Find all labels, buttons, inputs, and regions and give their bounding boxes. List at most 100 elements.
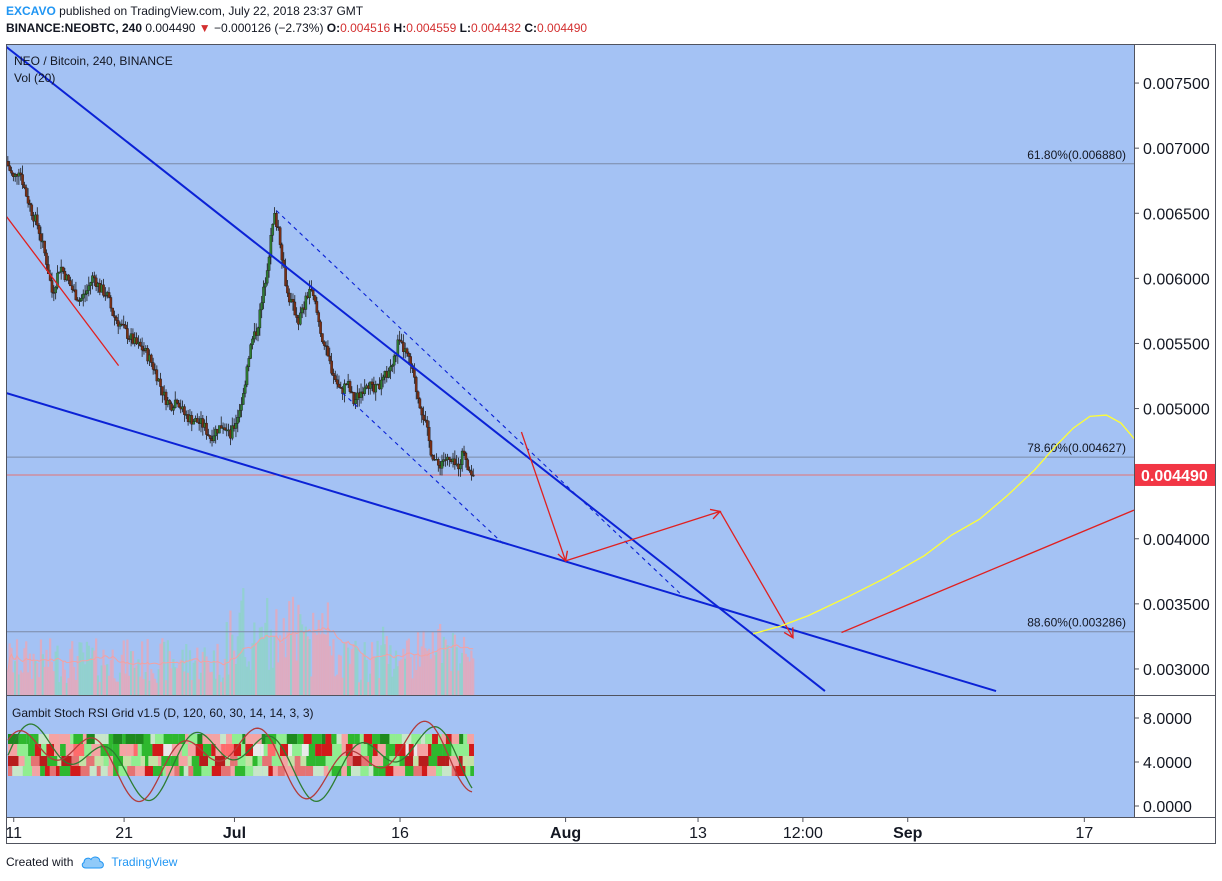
volume-bar <box>385 636 388 695</box>
main-pane-background[interactable] <box>6 44 1134 695</box>
candle <box>337 375 341 389</box>
volume-bar <box>354 640 357 695</box>
candle-body <box>175 399 179 404</box>
candle-body <box>249 344 252 359</box>
volume-bar <box>174 667 177 695</box>
candle-body <box>113 315 116 318</box>
volume-bar <box>343 643 346 695</box>
volume-bar <box>302 631 306 695</box>
chart-canvas[interactable]: 61.80%(0.006880) 78.60%(0.004627) 88.60%(0… <box>0 0 1222 850</box>
candle-body <box>354 399 357 405</box>
volume-bar <box>166 640 169 695</box>
volume-bar <box>74 679 78 695</box>
candle <box>300 304 304 319</box>
candle-body <box>109 297 113 309</box>
volume-bar <box>297 604 300 695</box>
stoch-grid-cell <box>40 766 45 776</box>
volume-bar <box>393 668 396 695</box>
candle <box>311 289 315 301</box>
volume-bar <box>199 672 203 695</box>
stoch-grid-cell <box>347 734 355 744</box>
candle-body <box>47 264 50 275</box>
stoch-grid-cell <box>178 756 188 766</box>
volume-bar <box>120 654 123 695</box>
candle-body <box>379 379 383 390</box>
candle-body <box>389 366 392 372</box>
candle <box>332 368 335 384</box>
last-price-value: 0.004490 <box>145 21 196 35</box>
close-value: 0.004490 <box>537 21 588 35</box>
candle-body <box>462 450 466 454</box>
candle <box>436 457 440 472</box>
volume-bar <box>98 682 101 695</box>
candle-body <box>275 213 278 228</box>
candle-body <box>295 314 298 318</box>
stoch-grid-cell <box>221 744 226 756</box>
volume-bar <box>291 596 295 695</box>
candle <box>398 330 401 345</box>
volume-bar <box>23 648 26 695</box>
candle-body <box>402 342 405 352</box>
volume-bar <box>416 632 420 695</box>
candle-body <box>400 340 403 343</box>
stoch-grid-cell <box>323 766 329 776</box>
volume-bar <box>236 636 239 695</box>
candle <box>140 337 144 357</box>
time-tick-label: 21 <box>115 825 133 842</box>
volume-bar <box>72 666 76 695</box>
volume-bar <box>115 681 118 695</box>
volume-bar <box>389 645 392 695</box>
stoch-grid-cell <box>38 734 49 744</box>
candle <box>196 413 199 423</box>
chart-frame <box>6 44 1216 844</box>
stoch-grid-cell <box>208 756 215 766</box>
candle <box>67 274 70 285</box>
stoch-grid-cell <box>127 766 136 776</box>
volume-bar <box>457 670 460 695</box>
author-name[interactable]: EXCAVO <box>6 4 56 18</box>
stoch-grid-cell <box>411 734 421 744</box>
stoch-grid-cell <box>372 734 381 744</box>
candle <box>251 335 254 350</box>
last-price-tag <box>1134 463 1216 486</box>
price-axis-background[interactable] <box>1134 44 1216 818</box>
candle <box>91 272 94 290</box>
candle <box>61 266 65 274</box>
candle <box>234 414 238 438</box>
candle-body <box>21 174 24 186</box>
candle-body <box>111 307 114 316</box>
stoch-grid-cell <box>89 766 97 776</box>
volume-bar <box>306 636 309 695</box>
stoch-grid-cell <box>34 744 42 756</box>
candle <box>381 374 385 388</box>
tradingview-cloud-icon[interactable] <box>81 855 105 869</box>
candle <box>168 399 172 410</box>
candle <box>28 199 32 212</box>
candle-body <box>70 285 74 290</box>
volume-bar <box>370 642 374 695</box>
volume-bar <box>102 649 105 695</box>
stoch-grid-cell <box>301 744 309 756</box>
stoch-grid-cell <box>413 756 419 766</box>
red-projection-rise <box>565 508 722 562</box>
volume-bar <box>26 672 30 695</box>
volume-bar <box>36 663 39 695</box>
candle <box>359 383 363 404</box>
candle <box>80 294 83 302</box>
candle-body <box>422 414 425 421</box>
stoch-grid-cell <box>462 756 469 766</box>
volume-bar <box>242 588 245 695</box>
candle-body <box>271 224 275 236</box>
time-axis-background[interactable] <box>6 818 1216 844</box>
tradingview-brand-link[interactable]: TradingView <box>111 855 178 869</box>
stoch-grid-cell <box>467 734 474 744</box>
volume-bar <box>205 656 208 695</box>
volume-bar <box>433 655 436 695</box>
stoch-grid-cell <box>230 766 235 776</box>
stoch-grid-cell <box>96 766 101 776</box>
stoch-grid-cell <box>91 744 101 756</box>
candle-body <box>135 337 138 345</box>
candle <box>173 391 177 409</box>
volume-bar <box>212 650 215 695</box>
volume-bar <box>439 623 442 695</box>
